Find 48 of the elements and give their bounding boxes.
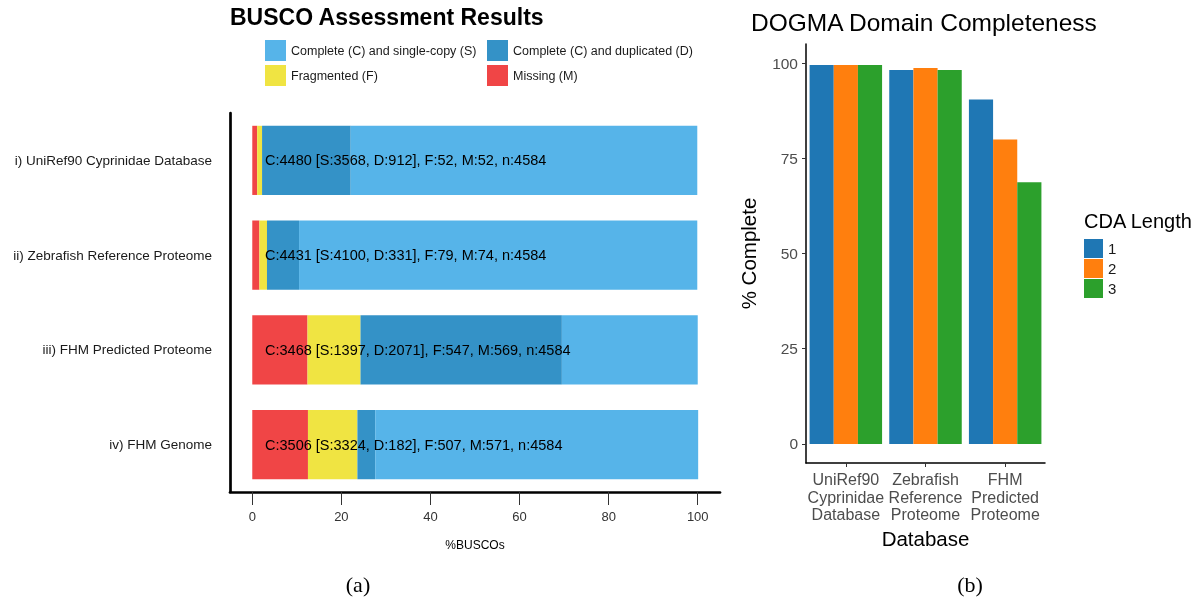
bar xyxy=(913,68,938,444)
bar xyxy=(1017,182,1042,444)
bar xyxy=(252,220,260,290)
bar xyxy=(375,410,699,480)
bar xyxy=(889,69,914,444)
x-tick-label: 80 xyxy=(601,509,616,524)
x-axis-title: %BUSCOs xyxy=(445,538,505,552)
x-axis-title: Database xyxy=(881,527,970,551)
y-axis-title: % Complete xyxy=(737,197,760,310)
bar xyxy=(937,69,962,444)
bar xyxy=(252,125,258,195)
bar xyxy=(809,64,834,444)
bar xyxy=(993,139,1018,444)
y-tick-label: iv) FHM Genome xyxy=(109,437,212,453)
y-tick-label: 25 xyxy=(780,340,798,358)
legend-label: 3 xyxy=(1108,280,1117,297)
annotation: C:4480 [S:3568, D:912], F:52, M:52, n:4584 xyxy=(265,152,547,169)
y-tick-label: 50 xyxy=(780,245,799,262)
x-tick-label: 60 xyxy=(512,509,527,524)
bar xyxy=(259,220,267,290)
x-tick-label: 100 xyxy=(686,509,709,524)
text: (a) xyxy=(345,571,371,597)
y-tick-label: ii) Zebrafish Reference Proteome xyxy=(13,247,212,263)
bar xyxy=(857,64,883,444)
x-tick-label: 40 xyxy=(423,509,438,524)
x-tick-label: FHM Predicted Proteome xyxy=(970,471,1040,524)
bar xyxy=(257,125,263,195)
y-tick-label: 0 xyxy=(789,435,799,453)
legend-label: 1 xyxy=(1108,240,1117,257)
bar xyxy=(833,64,858,444)
x-tick-label: UniRef90 Cyprinidae Database xyxy=(807,471,885,524)
chart-title: BUSCO Assessment Results xyxy=(230,3,544,30)
bar xyxy=(968,99,994,444)
chart-title: DOGMA Domain Completeness xyxy=(751,9,1097,36)
x-tick-label: Zebrafish Reference Proteome xyxy=(888,471,963,524)
legend-label: Complete (C) and duplicated (D) xyxy=(513,43,693,58)
legend-label: Missing (M) xyxy=(513,68,578,83)
legend-label: 2 xyxy=(1108,260,1117,277)
text: (b) xyxy=(957,571,983,597)
legend-label: Complete (C) and single-copy (S) xyxy=(291,43,477,58)
x-tick-label: 20 xyxy=(334,509,349,524)
legend-title: CDA Length xyxy=(1084,210,1192,232)
legend-label: Fragmented (F) xyxy=(291,68,378,83)
x-tick-label: 0 xyxy=(248,509,256,524)
y-tick-label: i) UniRef90 Cyprinidae Database xyxy=(14,152,212,168)
y-tick-label: 100 xyxy=(772,54,799,72)
y-tick-label: 75 xyxy=(780,149,798,167)
y-tick-label: iii) FHM Predicted Proteome xyxy=(42,342,212,358)
